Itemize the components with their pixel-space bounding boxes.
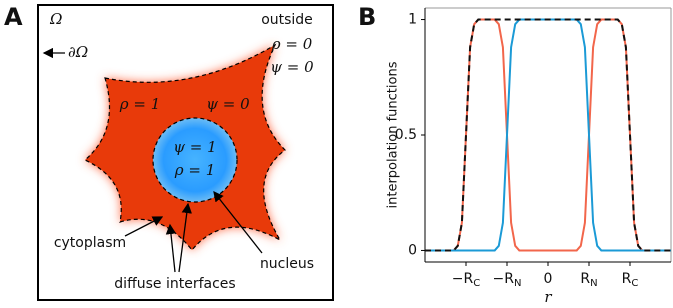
y-tick-label: 1 [408,12,417,28]
cytoplasm-psi: ψ = 0 [206,95,250,113]
nucleus [153,118,237,202]
x-tick-label: 0 [544,271,553,287]
panel-a: A Ω ∂Ω outside ρ = 0 ψ = 0 ρ = 1 ψ = 0 ψ… [4,3,333,300]
panel-label: B [358,3,376,31]
nucleus-label: nucleus [260,256,314,272]
x-tick-label: −RC [452,271,480,289]
outside-psi: ψ = 0 [270,58,314,76]
nucleus-rho: ρ = 1 [174,161,215,179]
panel-label: A [4,3,23,31]
figure: A Ω ∂Ω outside ρ = 0 ψ = 0 ρ = 1 ψ = 0 ψ… [0,0,673,308]
cytoplasm-label: cytoplasm [54,235,126,251]
x-tick-label: −RN [493,271,522,289]
outside-label: outside [261,12,313,28]
x-axis-label: r [544,288,552,306]
x-tick-label: RC [622,271,639,289]
y-tick-label: 0.5 [395,127,417,143]
domain-label: Ω [49,10,62,28]
x-tick-label: RN [580,271,597,289]
boundary-label: ∂Ω [68,43,88,61]
series-line [425,20,671,251]
outside-rho: ρ = 0 [271,35,313,53]
interfaces-label: diffuse interfaces [114,276,235,292]
y-tick-label: 0 [408,242,417,258]
cytoplasm-rho: ρ = 1 [119,95,160,113]
nucleus-psi: ψ = 1 [173,138,216,156]
